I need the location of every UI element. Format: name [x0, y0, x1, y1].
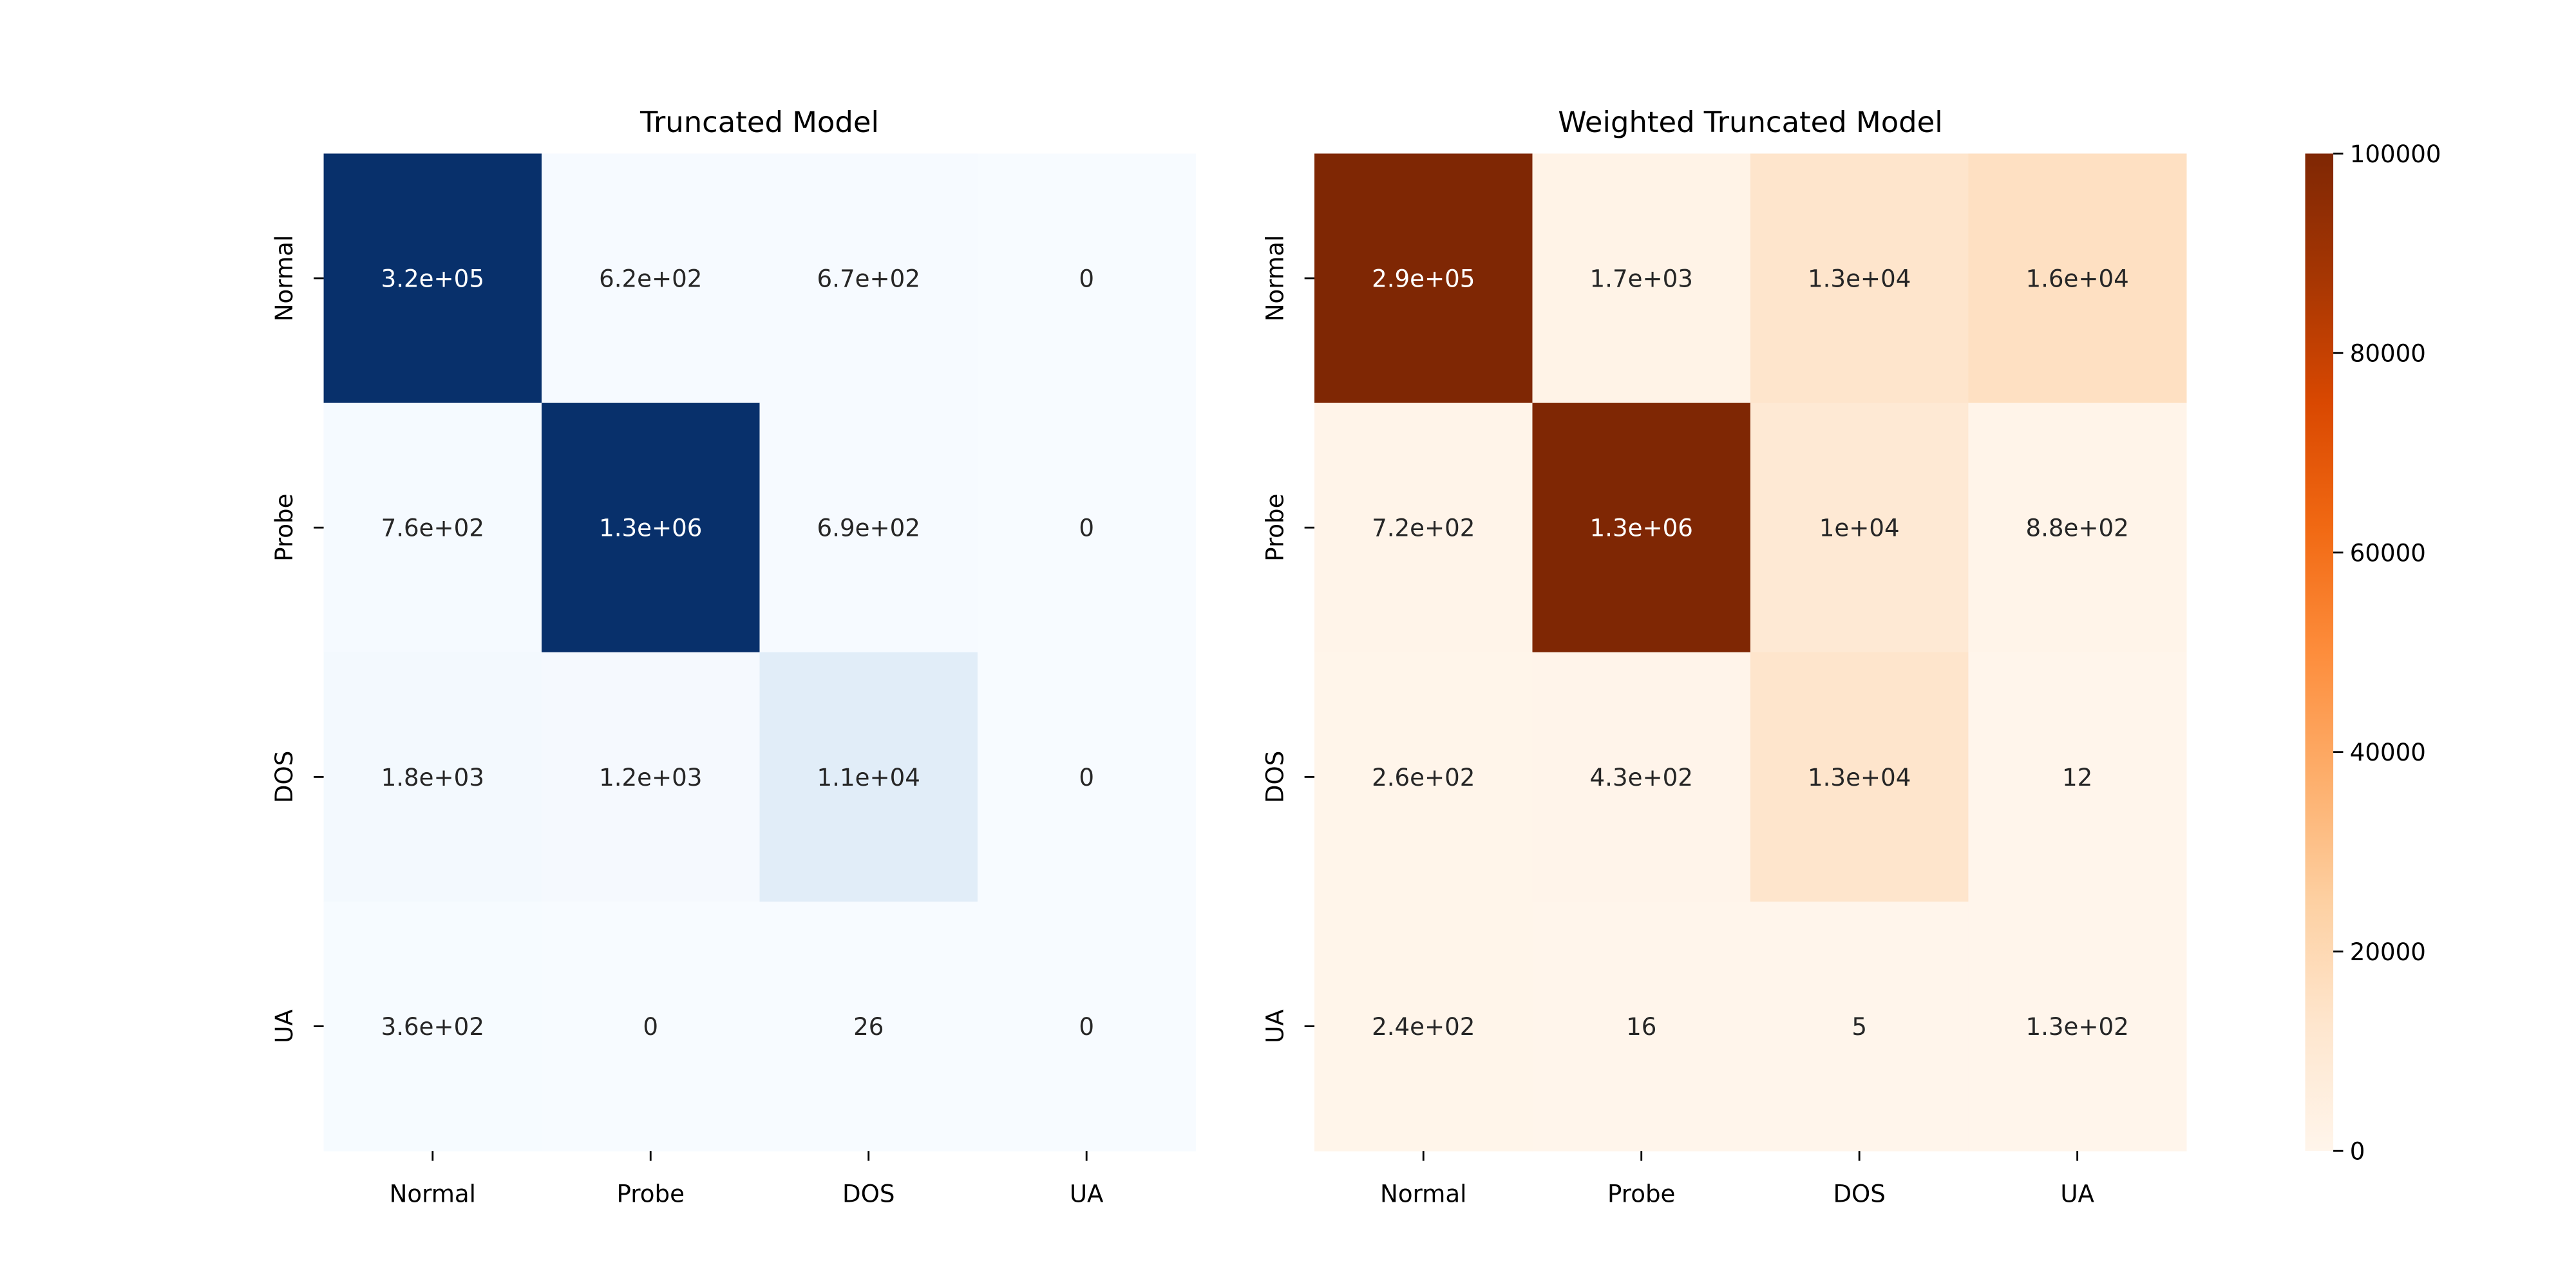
colorbar-tick-label: 100000 — [2350, 140, 2441, 168]
cell-label: 6.9e+02 — [817, 514, 920, 542]
x-tick-label-dos: DOS — [1833, 1180, 1885, 1208]
heatmap-cell — [1750, 902, 1969, 1151]
cell-label: 26 — [853, 1012, 884, 1041]
colorbar-tick-label: 60000 — [2350, 538, 2426, 567]
heatmap-cell — [542, 902, 761, 1151]
cell-label: 6.2e+02 — [599, 264, 702, 292]
cell-label: 3.2e+05 — [381, 264, 484, 292]
cell-label: 1.3e+02 — [2025, 1012, 2128, 1041]
cell-label: 1.2e+03 — [599, 763, 702, 791]
cell-label: 1.3e+06 — [1590, 514, 1693, 542]
heatmap-cell — [323, 153, 542, 404]
heatmap-cell — [1532, 652, 1751, 902]
x-tick-label-ua: UA — [2060, 1180, 2094, 1208]
truncated-model-panel: Truncated Model 3.2e+05 6.2e+02 6.7e+02 0 7.… — [270, 105, 1197, 1208]
cell-label: 1.3e+04 — [1808, 763, 1911, 791]
cell-label: 16 — [1626, 1012, 1656, 1041]
heatmap-cell — [977, 902, 1197, 1151]
truncated-model-title: Truncated Model — [639, 105, 879, 139]
cell-label: 1.3e+06 — [599, 514, 702, 542]
cell-label: 2.4e+02 — [1372, 1012, 1475, 1041]
cell-label: 3.6e+02 — [381, 1012, 484, 1041]
cell-label: 1.7e+03 — [1590, 264, 1693, 292]
heatmap-cell — [323, 402, 542, 653]
weighted-truncated-model-panel: Weighted Truncated Model 2.9e+05 1.7e+03 1… — [1260, 105, 2187, 1208]
heatmap-cell — [1314, 652, 1533, 902]
cell-label: 2.6e+02 — [1372, 763, 1475, 791]
cell-label: 1.6e+04 — [2025, 264, 2128, 292]
heatmap-cell — [759, 652, 978, 902]
heatmap-cell — [977, 652, 1197, 902]
cell-label: 12 — [2062, 763, 2092, 791]
y-tick-label-normal: Normal — [270, 235, 298, 321]
heatmap-cell — [759, 153, 978, 404]
weighted-truncated-model-title: Weighted Truncated Model — [1558, 105, 1943, 139]
x-tick-label-probe: Probe — [617, 1180, 685, 1208]
colorbar-tick-label: 80000 — [2350, 339, 2426, 368]
cell-label: 1.8e+03 — [381, 763, 484, 791]
cell-label: 0 — [1079, 763, 1094, 791]
cell-label: 1.1e+04 — [817, 763, 920, 791]
y-tick-label-probe: Probe — [270, 494, 298, 562]
cell-label: 5 — [1852, 1012, 1867, 1041]
cell-label: 2.9e+05 — [1372, 264, 1475, 292]
colorbar-gradient — [2305, 153, 2334, 1151]
heatmap-cell — [1968, 402, 2187, 653]
x-tick-label-ua: UA — [1070, 1180, 1104, 1208]
heatmap-cell — [977, 402, 1197, 653]
heatmap-cell — [1750, 652, 1969, 902]
cell-label: 0 — [1079, 264, 1094, 292]
cell-label: 1.3e+04 — [1808, 264, 1911, 292]
heatmap-cell — [1314, 402, 1533, 653]
heatmap-cell — [759, 902, 978, 1151]
y-tick-label-dos: DOS — [1260, 751, 1289, 803]
x-tick-label-probe: Probe — [1607, 1180, 1675, 1208]
colorbar-tick-label: 40000 — [2350, 738, 2426, 766]
heatmap-cell — [323, 652, 542, 902]
heatmap-cell — [1750, 153, 1969, 404]
x-tick-label-dos: DOS — [842, 1180, 895, 1208]
cell-label: 7.6e+02 — [381, 514, 484, 542]
cell-label: 4.3e+02 — [1590, 763, 1693, 791]
cell-label: 8.8e+02 — [2025, 514, 2128, 542]
cell-label: 0 — [1079, 514, 1094, 542]
y-tick-label-dos: DOS — [270, 751, 298, 803]
colorbar-tick-label: 20000 — [2350, 938, 2426, 966]
cell-label: 6.7e+02 — [817, 264, 920, 292]
heatmap-cell — [1750, 402, 1969, 653]
x-tick-label-normal: Normal — [390, 1180, 476, 1208]
colorbar: 0 20000 40000 60000 80000 100000 — [2305, 140, 2441, 1166]
heatmap-cell — [1314, 902, 1533, 1151]
y-tick-label-ua: UA — [1260, 1009, 1289, 1043]
heatmap-cell — [1314, 153, 1533, 404]
heatmap-cell — [1532, 902, 1751, 1151]
colorbar-tick-label: 0 — [2350, 1137, 2365, 1166]
heatmap-cell — [977, 153, 1197, 404]
heatmap-cell — [323, 902, 542, 1151]
cell-label: 0 — [1079, 1012, 1094, 1041]
y-tick-label-probe: Probe — [1260, 494, 1289, 562]
heatmap-cell — [1532, 153, 1751, 404]
y-tick-label-ua: UA — [270, 1009, 298, 1043]
heatmap-cell — [1968, 902, 2187, 1151]
cell-label: 1e+04 — [1819, 514, 1900, 542]
heatmap-cell — [1968, 652, 2187, 902]
heatmap-cell — [1968, 153, 2187, 404]
x-tick-label-normal: Normal — [1380, 1180, 1466, 1208]
heatmap-cell — [542, 153, 761, 404]
heatmap-cell — [1532, 402, 1751, 653]
heatmap-cell — [759, 402, 978, 653]
y-tick-label-normal: Normal — [1260, 235, 1289, 321]
cell-label: 0 — [643, 1012, 658, 1041]
cell-label: 7.2e+02 — [1372, 514, 1475, 542]
heatmap-cell — [542, 402, 761, 653]
heatmap-cell — [542, 652, 761, 902]
